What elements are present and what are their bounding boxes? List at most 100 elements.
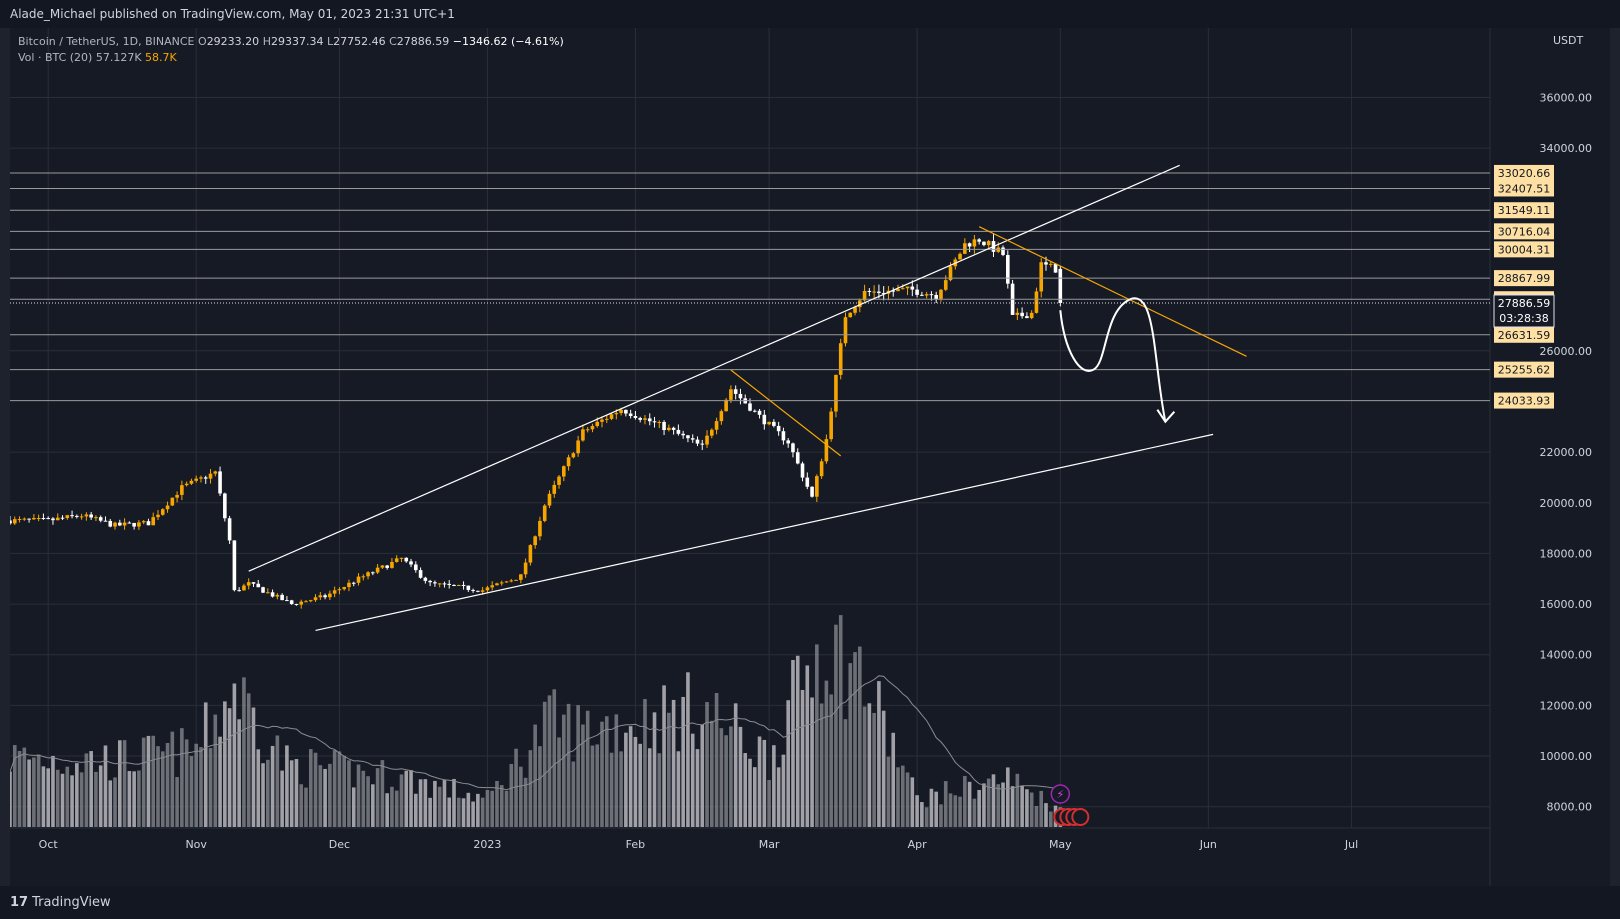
volume-bar: [542, 701, 547, 827]
volume-bar: [752, 767, 757, 827]
volume-bar: [351, 787, 356, 827]
volume-bar: [619, 751, 623, 827]
volume-bar: [184, 739, 189, 827]
trendline-channel-lower: [315, 433, 1214, 632]
candle-body: [452, 584, 456, 586]
volume-bar: [562, 714, 566, 827]
volume-bar: [748, 758, 752, 827]
candle-body: [767, 421, 771, 425]
volume-bar: [32, 757, 36, 827]
volume-value: 58.7K: [145, 51, 177, 64]
volume-bar: [375, 768, 380, 827]
candle-body: [137, 522, 141, 527]
candle-body: [1025, 316, 1029, 319]
volume-bar: [624, 732, 628, 827]
price-level-tag: [1494, 164, 1554, 181]
candle-body: [27, 518, 31, 520]
volume-bar: [881, 710, 886, 827]
volume-bar: [652, 712, 657, 827]
volume-indicator-label[interactable]: Vol · BTC (20): [18, 51, 93, 64]
volume-bar: [170, 731, 175, 827]
candle-body: [571, 453, 576, 458]
candle-body: [963, 243, 967, 254]
candle-body: [700, 443, 705, 445]
volume-bar: [690, 733, 695, 827]
candle-body: [108, 520, 113, 527]
candle-body: [523, 562, 528, 575]
volume-bar: [337, 751, 342, 827]
y-tick-label: 16000.00: [1540, 598, 1593, 611]
candle-body: [905, 286, 910, 289]
close-label: C: [389, 35, 397, 48]
volume-bar: [299, 784, 304, 827]
volume-bar: [328, 763, 332, 827]
candle-body: [1029, 312, 1034, 319]
candle-body: [318, 595, 323, 598]
volume-bar: [79, 772, 84, 827]
symbol-name[interactable]: Bitcoin / TetherUS, 1D, BINANCE: [18, 35, 195, 48]
volume-bar: [1015, 773, 1020, 827]
volume-bar: [94, 771, 98, 827]
candle-body: [667, 427, 671, 431]
volume-bar: [232, 683, 237, 827]
current-price-tag-label: 27886.59: [1498, 297, 1551, 310]
price-level-tag: [1494, 180, 1554, 197]
volume-bar: [213, 714, 218, 827]
candle-body: [418, 570, 423, 578]
volume-bar: [227, 708, 232, 827]
volume-bar: [533, 724, 537, 827]
candle-body: [638, 417, 642, 420]
change-value: −1346.62 (−4.61%): [452, 35, 564, 48]
volume-bar: [433, 780, 437, 827]
candle-body: [170, 497, 175, 506]
volume-bar: [571, 761, 576, 827]
candle-body: [261, 587, 265, 593]
candle-body: [380, 565, 385, 568]
volume-bar: [89, 751, 93, 827]
volume-bar: [98, 765, 103, 827]
candle-body: [552, 484, 557, 494]
volume-bar: [757, 736, 762, 827]
candle-body: [858, 300, 862, 308]
price-level-tag-label: 24033.93: [1498, 395, 1551, 408]
x-tick-label: Jul: [1344, 838, 1358, 851]
candle-body: [600, 419, 604, 422]
candle-body: [127, 522, 132, 524]
candle-body: [194, 478, 198, 481]
candle-body: [390, 561, 394, 568]
volume-bar: [843, 719, 848, 827]
candle-body: [810, 486, 814, 497]
volume-bar: [686, 672, 690, 827]
candle-body: [815, 476, 819, 497]
volume-bar: [977, 789, 981, 827]
high-label: H: [262, 35, 271, 48]
volume-bar: [600, 721, 604, 827]
candle-body: [280, 594, 284, 601]
volume-ma-value: 57.127K: [95, 51, 142, 64]
volume-bar: [175, 777, 179, 827]
candle-body: [590, 426, 595, 430]
candle-body: [17, 518, 22, 520]
price-level-tag: [1494, 392, 1554, 409]
candle-body: [867, 290, 872, 292]
volume-bar: [495, 780, 499, 827]
projection-arrowhead: [1156, 409, 1176, 424]
y-tick-label: 14000.00: [1540, 649, 1593, 662]
volume-bar: [251, 707, 256, 827]
candle-body: [1039, 262, 1044, 292]
price-chart[interactable]: Oct Nov Dec 2023 Feb Mar Apr May Jun Jul 36000.00 3…: [10, 28, 1610, 886]
candle-body: [414, 564, 418, 571]
volume-bar: [929, 788, 934, 827]
x-tick-label: Mar: [759, 838, 780, 851]
candle-body: [805, 477, 810, 487]
candle-body: [585, 429, 590, 431]
candle-body: [800, 463, 805, 478]
open-value: 29233.20: [206, 35, 260, 48]
low-value: 27752.46: [333, 35, 386, 48]
candle-body: [939, 289, 943, 299]
candle-body: [356, 576, 361, 583]
price-level-tag-label: 30716.04: [1498, 225, 1551, 238]
x-tick-label: Dec: [329, 838, 350, 851]
candle-body: [428, 580, 432, 583]
price-level-tag: [1494, 361, 1554, 378]
